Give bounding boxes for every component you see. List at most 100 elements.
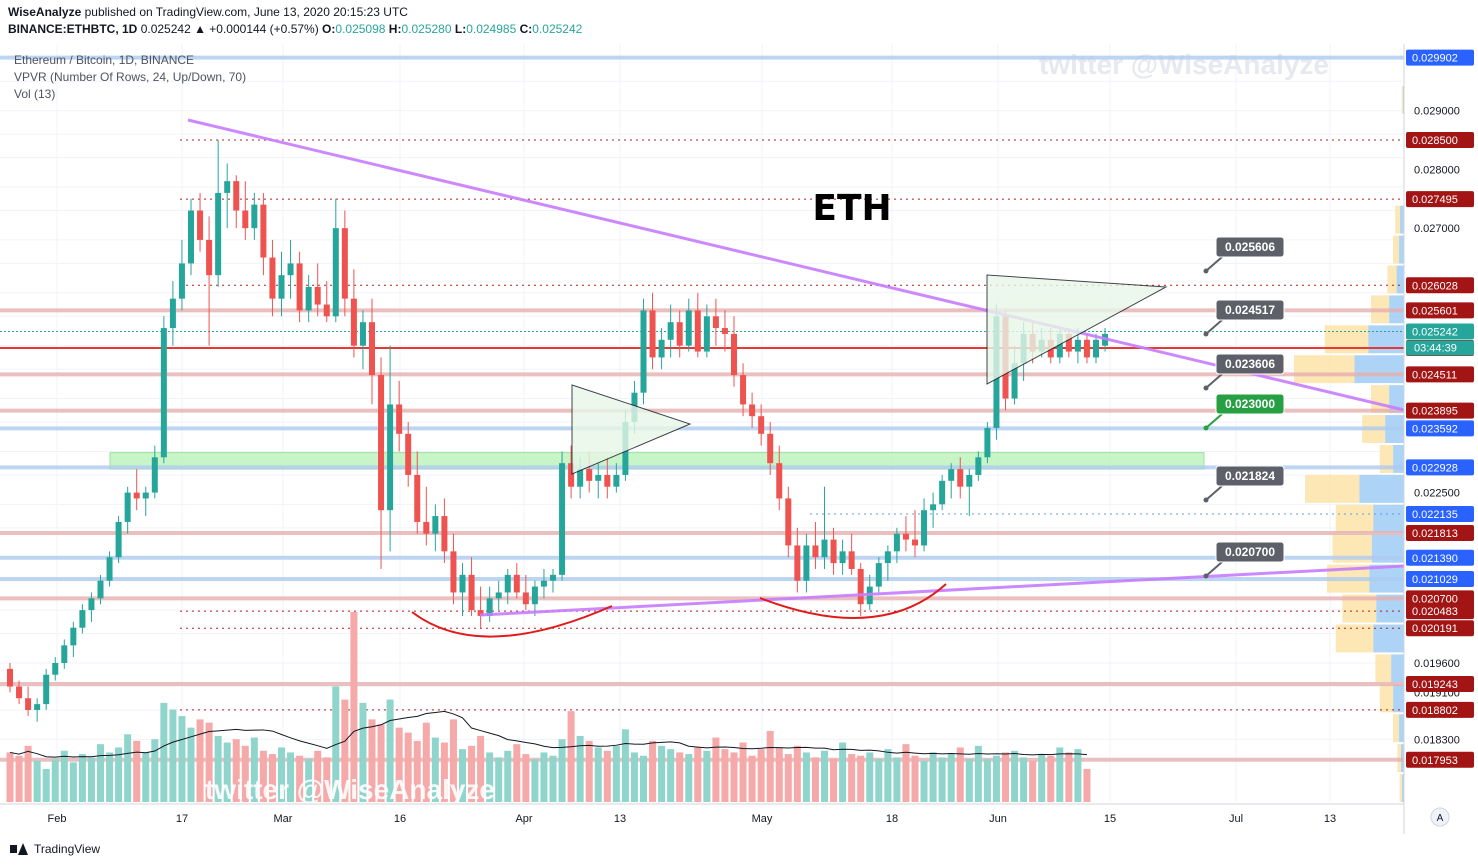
volume-bar: [793, 745, 801, 802]
volume-bar: [395, 727, 403, 802]
candle-body: [975, 457, 982, 475]
candle-body: [694, 310, 701, 352]
time-axis: Feb 17 Mar 16 Apr 13 May 18 Jun 15 Jul 13 A: [0, 803, 1450, 827]
candle-body: [468, 574, 475, 611]
volume-bar: [766, 730, 774, 802]
volume-bar: [377, 724, 385, 802]
volume-bar: [151, 739, 159, 802]
candle-body: [559, 463, 566, 575]
volume-bar: [621, 729, 629, 802]
volume-bar: [341, 699, 349, 802]
callout-value: 0.025606: [1225, 240, 1275, 254]
volume-bar: [784, 754, 792, 802]
candle-body: [278, 275, 285, 299]
callout-anchor: [1203, 497, 1209, 503]
descending-trendline: [187, 118, 1405, 412]
candle-body: [749, 404, 756, 417]
symbol-line: BINANCE:ETHBTC, 1D: [8, 22, 138, 36]
time-tick-label: Jun: [989, 813, 1007, 825]
volume-bar: [459, 749, 466, 802]
volume-bar: [1029, 760, 1037, 802]
candle-body: [350, 298, 357, 346]
volume-bar: [477, 735, 485, 802]
volume-bar: [259, 750, 267, 802]
price-tag-label: 0.018802: [1412, 705, 1458, 717]
candle-body: [803, 545, 810, 581]
volume-bar: [142, 752, 150, 802]
callout-anchor: [1203, 573, 1209, 579]
pennant-triangle-june: [986, 274, 1168, 385]
volume-bar: [124, 734, 132, 802]
volume-bar: [1002, 752, 1009, 802]
callout-anchor: [1203, 425, 1209, 431]
candle-body: [504, 574, 511, 593]
volume-bar: [875, 759, 883, 802]
candle-body: [604, 474, 611, 487]
open-value: 0.025098: [335, 22, 386, 36]
price-tag-label: 0.017953: [1412, 755, 1458, 767]
volume-bar: [314, 750, 322, 802]
tradingview-logo-icon: [10, 843, 28, 855]
vpvr-row-down: [1399, 774, 1403, 802]
volume-bar: [24, 745, 32, 802]
price-chart[interactable]: twitter @WiseAnalyze twitter @WiseAnalyz…: [0, 44, 1478, 834]
volume-ma-line: [9, 710, 1087, 758]
callout-box: [1215, 353, 1285, 375]
candle-body: [758, 416, 765, 434]
volume-bar: [232, 739, 240, 802]
volume-bar: [431, 737, 439, 802]
candle-body: [522, 592, 529, 605]
callout-box: [1215, 541, 1285, 563]
candle-body: [423, 521, 430, 534]
candle-body: [495, 592, 502, 599]
volume-bar: [495, 757, 503, 802]
volume-bar: [603, 750, 611, 802]
candle-body: [396, 404, 403, 434]
volume-bar: [169, 709, 177, 802]
volume-bar: [15, 755, 23, 802]
candle-body: [930, 504, 937, 511]
volume-bar: [712, 737, 720, 802]
price-tag: [1406, 675, 1474, 692]
price-tag-label: 0.020191: [1412, 623, 1458, 635]
candle-body: [875, 563, 882, 587]
candle-body: [721, 328, 728, 334]
price-tag-label: 0.020700: [1412, 593, 1458, 605]
price-tag-label: 0.021390: [1412, 553, 1458, 565]
author-name: WiseAnalyze: [8, 5, 82, 19]
candle-body: [948, 469, 955, 481]
price-tag-label: 0.023895: [1412, 406, 1458, 418]
callout-value: 0.020700: [1225, 545, 1275, 559]
watermark-top: twitter @WiseAnalyze: [1039, 49, 1329, 80]
candle-body: [848, 551, 855, 569]
volume-bar: [685, 754, 693, 802]
volume-bar: [630, 752, 638, 802]
candle-body: [712, 316, 719, 329]
price-tag-label: 0.020483: [1412, 606, 1458, 618]
volume-bar: [676, 752, 684, 802]
volume-bar: [830, 759, 838, 802]
price-tag: [1406, 132, 1474, 149]
volume-bar: [802, 752, 810, 802]
price-tag: [1406, 524, 1474, 541]
volume-bars: twitter @WiseAnalyze: [6, 612, 1091, 805]
candle-body: [957, 469, 964, 487]
candle-body: [115, 521, 122, 558]
vpvr-row-down: [1324, 325, 1369, 354]
callout-anchor: [1203, 268, 1209, 274]
time-tick-label: Jul: [1229, 813, 1243, 825]
publish-info: WiseAnalyze published on TradingView.com…: [8, 5, 408, 19]
volume-bar: [42, 768, 50, 802]
time-tick-label: 13: [614, 813, 626, 825]
volume-bar: [956, 747, 964, 802]
ascending-trendline: [479, 564, 1405, 617]
candle-body: [577, 469, 584, 487]
volume-bar: [69, 762, 77, 802]
volume-bar: [567, 711, 575, 802]
volume-bar: [1038, 754, 1046, 802]
callout-box: [1215, 393, 1285, 415]
volume-bar: [468, 745, 476, 802]
vpvr-row-up: [1400, 205, 1404, 234]
volume-bar: [585, 740, 593, 802]
price-tag: [1406, 191, 1474, 208]
